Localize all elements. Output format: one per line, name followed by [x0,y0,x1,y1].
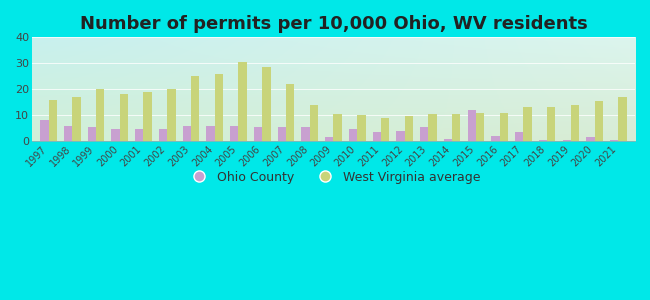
Bar [396,131,405,141]
Bar [64,126,72,141]
Title: Number of permits per 10,000 Ohio, WV residents: Number of permits per 10,000 Ohio, WV re… [79,15,588,33]
Bar [120,94,128,141]
Bar [420,127,428,141]
Bar [135,130,144,141]
Bar [467,110,476,141]
Bar [405,116,413,141]
Bar [40,120,49,141]
Bar [610,140,618,141]
Bar [595,101,603,141]
Bar [72,97,81,141]
Bar [286,84,294,141]
Bar [333,114,342,141]
Bar [563,140,571,141]
Bar [111,130,120,141]
Bar [254,127,262,141]
Bar [214,74,223,141]
Bar [476,112,484,141]
Bar [144,92,152,141]
Bar [491,136,500,141]
Bar [618,97,627,141]
Bar [278,127,286,141]
Bar [207,126,215,141]
Bar [230,126,239,141]
Bar [302,127,309,141]
Bar [325,137,333,141]
Bar [88,127,96,141]
Bar [262,67,270,141]
Bar [167,89,176,141]
Bar [372,132,381,141]
Bar [381,118,389,141]
Bar [191,76,200,141]
Bar [49,100,57,141]
Bar [183,126,191,141]
Bar [428,114,437,141]
Bar [586,137,595,141]
Bar [349,130,358,141]
Bar [358,115,365,141]
Bar [539,140,547,141]
Bar [239,62,247,141]
Bar [515,132,523,141]
Bar [547,107,556,141]
Bar [444,139,452,141]
Bar [159,130,167,141]
Bar [571,105,579,141]
Bar [96,89,104,141]
Bar [523,107,532,141]
Bar [500,112,508,141]
Legend: Ohio County, West Virginia average: Ohio County, West Virginia average [182,166,485,189]
Bar [452,114,460,141]
Bar [309,105,318,141]
